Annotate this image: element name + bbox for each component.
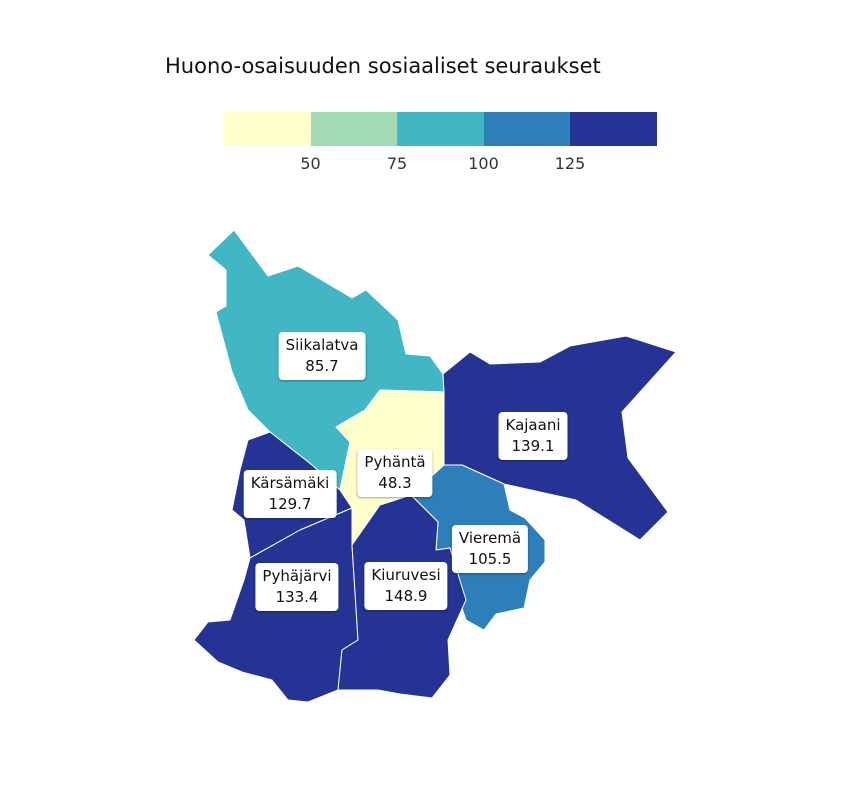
label-vierema: Vieremä 105.5 [451, 525, 529, 573]
legend-swatch-4 [483, 112, 570, 146]
legend-swatch-3 [397, 112, 484, 146]
region-value: 129.7 [268, 495, 312, 513]
region-name: Kiuruvesi [371, 566, 441, 584]
label-siikalatva: Siikalatva 85.7 [278, 332, 366, 380]
region-value: 148.9 [384, 587, 428, 605]
region-name: Siikalatva [285, 336, 359, 354]
region-name: Pyhäjärvi [262, 567, 332, 585]
map-title: Huono-osaisuuden sosiaaliset seuraukset [165, 54, 601, 78]
legend-tick-75: 75 [386, 154, 408, 173]
region-name: Kärsämäki [250, 474, 330, 492]
label-kiuruvesi: Kiuruvesi 148.9 [364, 562, 448, 610]
label-kajaani: Kajaani 139.1 [498, 412, 568, 460]
region-value: 139.1 [511, 437, 555, 455]
region-value: 105.5 [468, 550, 512, 568]
label-pyhajarvi: Pyhäjärvi 133.4 [255, 563, 339, 611]
legend-swatch-2 [310, 112, 397, 146]
region-name: Vieremä [458, 529, 522, 547]
region-name: Pyhäntä [364, 453, 426, 471]
region-value: 133.4 [275, 588, 319, 606]
legend-tick-100: 100 [468, 154, 499, 173]
legend-tick-125: 125 [554, 154, 586, 173]
legend-swatch-1 [224, 112, 311, 146]
region-value: 85.7 [305, 357, 339, 375]
label-pyhanta: Pyhäntä 48.3 [357, 449, 433, 497]
region-value: 48.3 [378, 474, 412, 492]
region-name: Kajaani [505, 416, 561, 434]
label-karsamaki: Kärsämäki 129.7 [243, 470, 337, 518]
legend-tick-50: 50 [300, 154, 321, 173]
legend-swatch-5 [570, 112, 657, 146]
